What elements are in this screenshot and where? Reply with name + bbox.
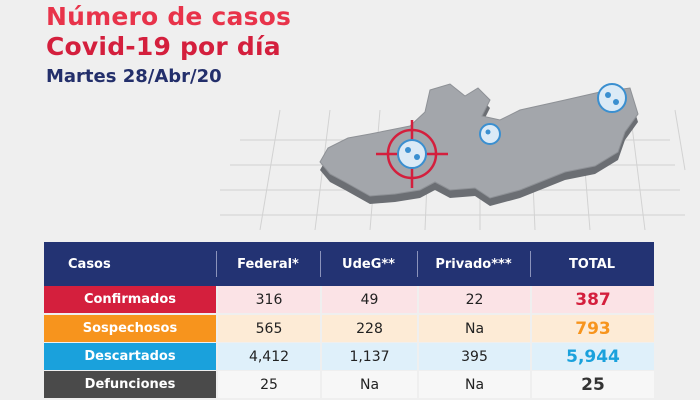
column-header-casos: Casos — [68, 256, 111, 272]
virus-icon — [397, 139, 427, 169]
row-label-defunciones: Defunciones — [44, 371, 216, 398]
cell-confirmados-total: 387 — [530, 286, 654, 313]
column-header-federal-label: Federal* — [237, 256, 299, 272]
cell-descartados-udeg: 1,137 — [320, 343, 417, 370]
cell-defunciones-privado: Na — [417, 371, 530, 398]
table-row-defunciones: Defunciones 25 Na Na 25 — [44, 371, 654, 398]
column-header-total: TOTAL — [530, 242, 654, 286]
virus-icon — [479, 123, 501, 145]
cell-sospechosos-federal: 565 — [216, 315, 320, 342]
cell-confirmados-privado: 22 — [417, 286, 530, 313]
row-label-sospechosos: Sospechosos — [44, 315, 216, 342]
column-header-federal: Federal* — [216, 242, 320, 286]
cell-defunciones-federal: 25 — [216, 371, 320, 398]
column-header-privado-label: Privado*** — [435, 256, 512, 272]
table-header-row: Casos Federal* UdeG** Privado*** TOTAL — [44, 242, 654, 286]
cell-defunciones-total: 25 — [530, 371, 654, 398]
jalisco-state-shape — [319, 83, 639, 206]
title-line-2: Covid-19 por día — [46, 32, 281, 61]
row-label-descartados: Descartados — [44, 343, 216, 370]
column-header-udeg-label: UdeG** — [342, 256, 395, 272]
cell-descartados-total: 5,944 — [530, 343, 654, 370]
column-header-total-label: TOTAL — [568, 256, 616, 272]
row-label-confirmados: Confirmados — [44, 286, 216, 313]
cell-descartados-federal: 4,412 — [216, 343, 320, 370]
cell-sospechosos-udeg: 228 — [320, 315, 417, 342]
column-header-privado: Privado*** — [417, 242, 530, 286]
cell-defunciones-udeg: Na — [320, 371, 417, 398]
table-row-confirmados: Confirmados 316 49 22 387 — [44, 286, 654, 313]
title-date: Martes 28/Abr/20 — [46, 66, 222, 87]
cell-confirmados-udeg: 49 — [320, 286, 417, 313]
table-row-descartados: Descartados 4,412 1,137 395 5,944 — [44, 343, 654, 370]
cases-table: Casos Federal* UdeG** Privado*** TOTAL C… — [44, 242, 654, 400]
title-block: Número de casos Covid-19 por día Martes … — [46, 2, 291, 89]
title-line-1: Número de casos — [46, 2, 292, 31]
cell-descartados-privado: 395 — [417, 343, 530, 370]
cell-confirmados-federal: 316 — [216, 286, 320, 313]
virus-icon — [597, 83, 627, 113]
cell-sospechosos-total: 793 — [530, 315, 654, 342]
column-header-udeg: UdeG** — [320, 242, 417, 286]
jalisco-map-illustration — [220, 83, 686, 230]
cell-sospechosos-privado: Na — [417, 315, 530, 342]
table-row-sospechosos: Sospechosos 565 228 Na 793 — [44, 315, 654, 342]
